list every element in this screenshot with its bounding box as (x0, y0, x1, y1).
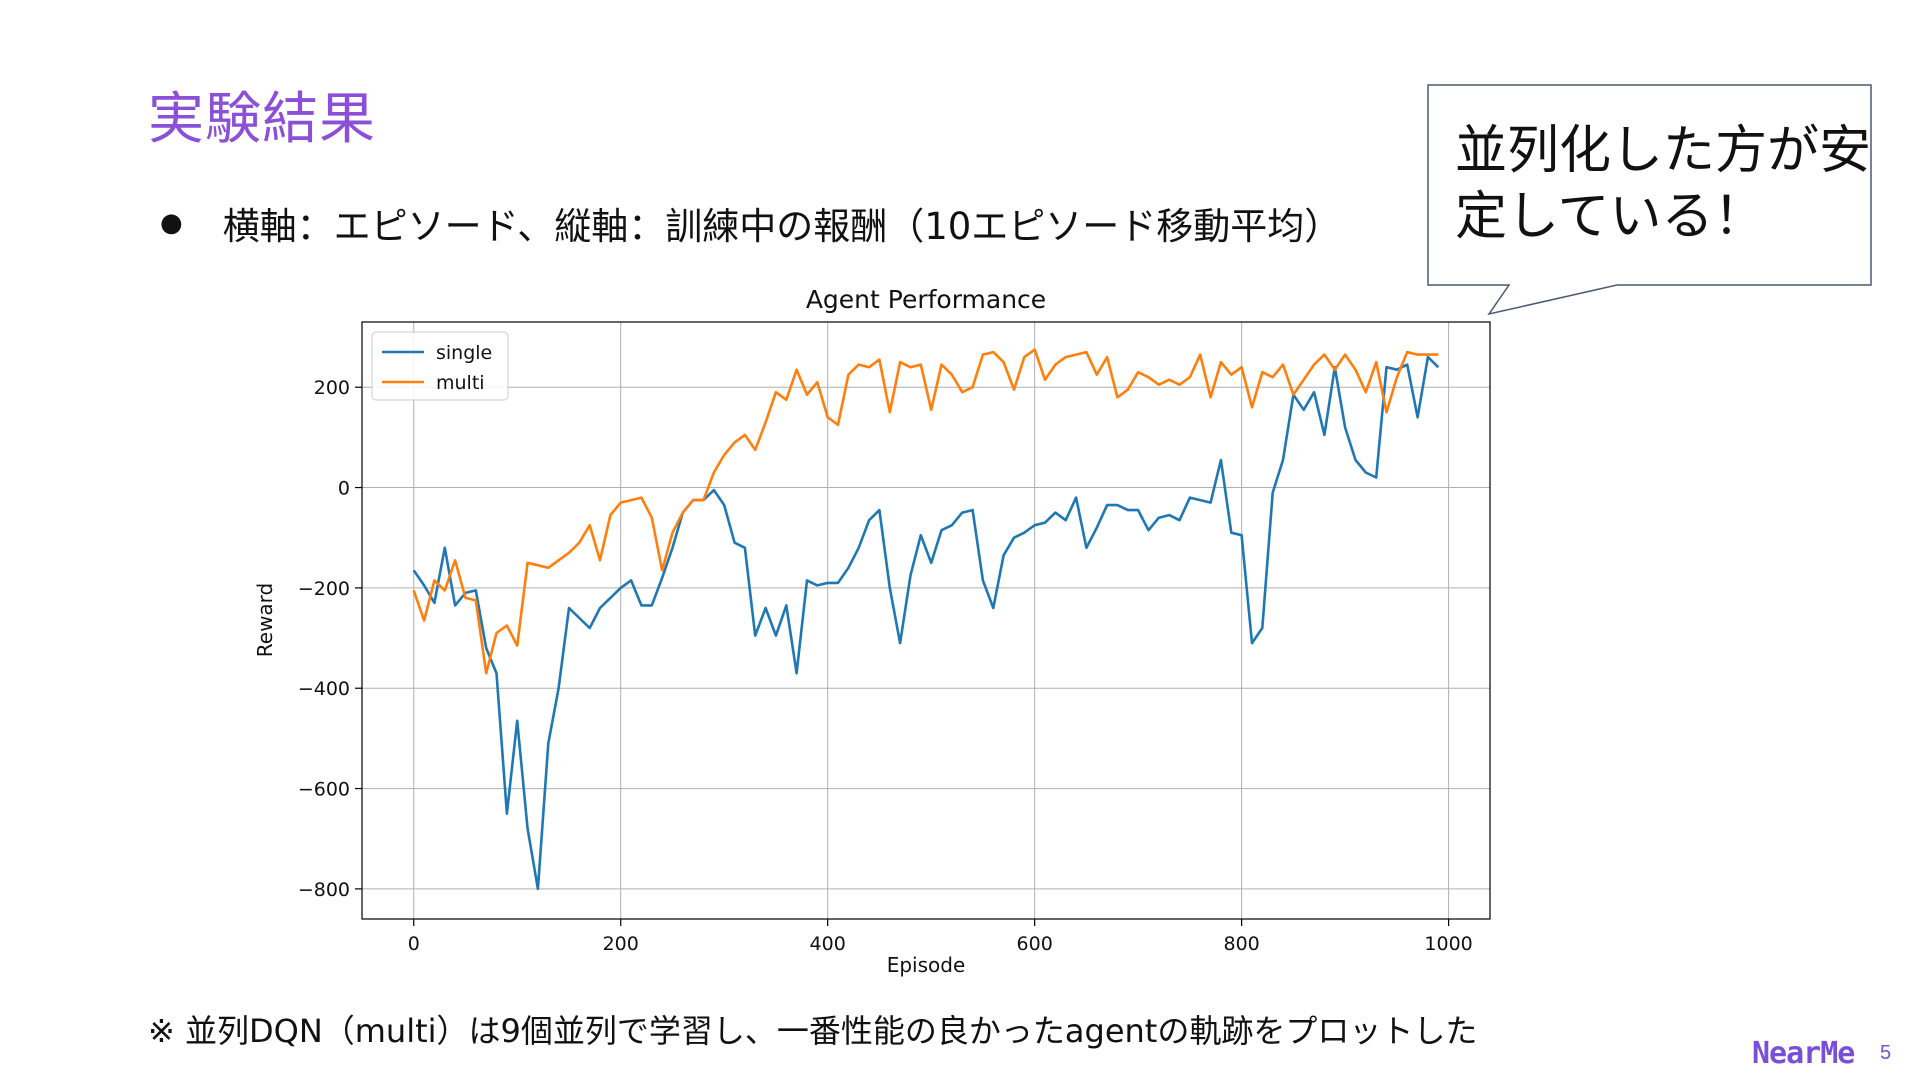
callout-shape (1427, 84, 1872, 316)
chart: 0 200 400 600 800 1000 −800 −600 −400 −200 0 200 Ag… (240, 272, 1540, 992)
series-line-multi (412, 348, 1439, 675)
legend-label-multi: multi (436, 372, 485, 394)
nearme-logo: NearMe (1752, 1036, 1855, 1071)
x-tick-label: 600 (1017, 933, 1053, 955)
bullet-text: 横軸：エピソード、縦軸：訓練中の報酬（10エピソード移動平均） (222, 205, 1342, 248)
plot-frame (361, 321, 1491, 920)
x-tick-label: 200 (603, 933, 639, 955)
x-tick-label: 800 (1224, 933, 1260, 955)
x-tick-label: 0 (408, 933, 420, 955)
bullet-item: ● 横軸：エピソード、縦軸：訓練中の報酬（10エピソード移動平均） (160, 196, 1341, 250)
x-tick-label: 1000 (1424, 933, 1472, 955)
callout-text: 並列化した方が安定している！ (1455, 121, 1872, 247)
y-tick-label: 0 (338, 478, 350, 500)
y-tick-label: −600 (298, 779, 350, 801)
x-tick-label: 400 (810, 933, 846, 955)
chart-svg: 0 200 400 600 800 1000 −800 −600 −400 −200 0 200 Ag… (253, 285, 1491, 977)
y-tick-label: −800 (298, 879, 350, 901)
axis-ticks: 0 200 400 600 800 1000 −800 −600 −400 −200 0 200 (298, 377, 1473, 955)
series-line-single (412, 355, 1440, 891)
y-tick-label: −400 (298, 678, 350, 700)
page-number: 5 (1880, 1042, 1892, 1064)
legend-label-single: single (436, 342, 492, 364)
chart-title: Agent Performance (806, 285, 1046, 314)
y-axis-label: Reward (253, 583, 277, 657)
x-axis-label: Episode (887, 953, 966, 977)
callout-box: 並列化した方が安定している！ (1427, 84, 1872, 316)
bullet-dot-icon: ● (160, 208, 183, 238)
y-tick-label: −200 (298, 578, 350, 600)
y-tick-label: 200 (314, 377, 350, 399)
grid-lines (362, 322, 1490, 919)
footnote: ※ 並列DQN（multi）は9個並列で学習し、一番性能の良かったagentの軌… (148, 1012, 1478, 1050)
slide-title: 実験結果 (148, 87, 376, 152)
legend: single multi (371, 331, 509, 401)
series-lines (412, 348, 1440, 891)
